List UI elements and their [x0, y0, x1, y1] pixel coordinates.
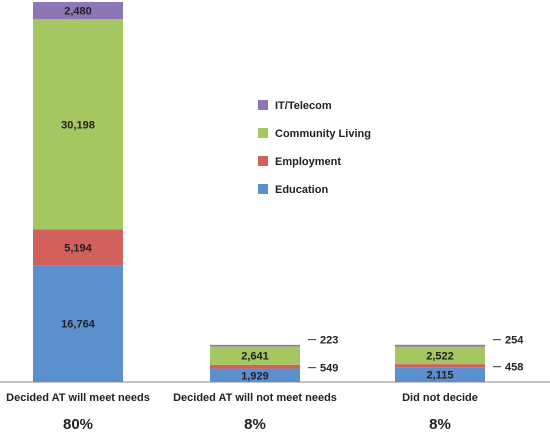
category-label-0: Decided AT will meet needs: [6, 392, 150, 404]
legend-swatch-community-living: [258, 128, 268, 138]
bar-it-telecom-1: [210, 345, 300, 347]
callout-label-employment-1: 549: [320, 363, 338, 375]
category-label-2: Did not decide: [402, 392, 478, 404]
legend-label-education: Education: [275, 184, 328, 196]
segment-label-community-living-1: 2,641: [241, 351, 269, 363]
segment-label-community-living-0: 30,198: [61, 119, 95, 131]
legend-swatch-education: [258, 184, 268, 194]
bar-it-telecom-2: [395, 345, 485, 347]
segment-label-education-2: 2,115: [427, 370, 454, 382]
category-percent-0: 80%: [63, 416, 93, 433]
bar-employment-2: [395, 364, 485, 367]
legend-label-employment: Employment: [275, 156, 341, 168]
callout-label-it-telecom-1: 223: [320, 335, 338, 347]
segment-label-community-living-2: 2,522: [426, 350, 454, 362]
segment-label-it-telecom-0: 2,480: [64, 6, 92, 18]
legend-label-community-living: Community Living: [275, 128, 371, 140]
callout-label-employment-2: 458: [505, 362, 523, 374]
category-labels-group: Decided AT will meet needs 80% Decided AT …: [6, 392, 478, 433]
segment-label-employment-0: 5,194: [64, 242, 92, 254]
category-percent-1: 8%: [244, 416, 266, 433]
category-label-1: Decided AT will not meet needs: [173, 392, 337, 404]
legend-label-it-telecom: IT/Telecom: [275, 100, 332, 112]
bar-employment-1: [210, 365, 300, 369]
segment-label-education-1: 1,929: [241, 370, 269, 382]
legend-swatch-employment: [258, 156, 268, 166]
callout-label-it-telecom-2: 254: [505, 335, 524, 347]
category-percent-2: 8%: [429, 416, 451, 433]
legend-swatch-it-telecom: [258, 100, 268, 110]
legend: IT/Telecom Community Living Employment Educ…: [258, 100, 371, 196]
segment-label-education-0: 16,764: [61, 319, 96, 331]
